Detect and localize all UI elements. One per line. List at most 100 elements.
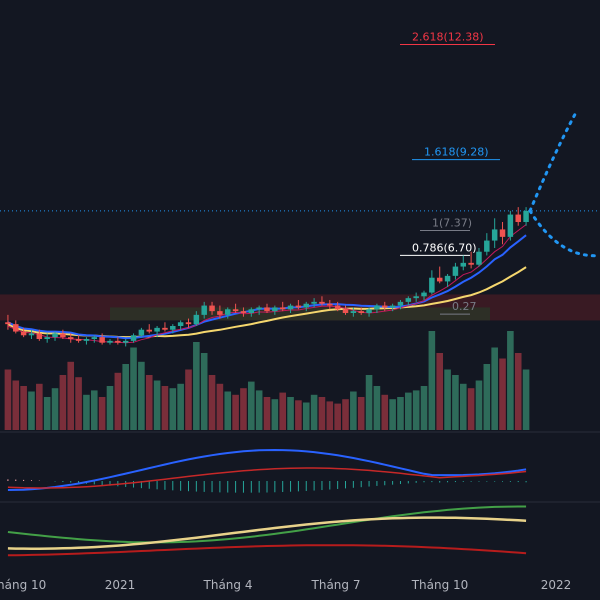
- volume-bar: [507, 331, 514, 430]
- volume-bar: [216, 383, 224, 430]
- volume-bar: [436, 353, 444, 430]
- candle-body: [374, 305, 380, 310]
- candle-body: [421, 292, 427, 297]
- volume-bar: [397, 397, 404, 430]
- volume-bar: [75, 377, 82, 430]
- candle-body: [334, 305, 341, 310]
- volume-bar: [452, 375, 459, 430]
- time-tick-label: 2021: [105, 578, 136, 592]
- volume-bar: [130, 347, 137, 430]
- volume-bar: [83, 394, 90, 430]
- candle-body: [476, 251, 482, 265]
- candle-body: [507, 214, 514, 237]
- candle-body: [20, 331, 27, 336]
- candle-body: [146, 329, 152, 332]
- volume-bar: [43, 397, 51, 430]
- volume-bar: [381, 394, 389, 430]
- volume-bar: [350, 391, 357, 430]
- fib-label-0.786: 0.786(6.70): [412, 241, 477, 254]
- candle-body: [5, 322, 11, 325]
- candle-body: [107, 340, 113, 343]
- volume-bar: [326, 401, 334, 430]
- volume-bar: [208, 375, 216, 430]
- volume-bar: [475, 380, 483, 430]
- fib-label-1.618: 1.618(9.28): [424, 146, 489, 159]
- volume-bar: [240, 388, 247, 430]
- volume-bar: [514, 353, 522, 430]
- volume-bar: [295, 400, 302, 430]
- candle-body: [515, 214, 521, 222]
- candle-body: [170, 326, 176, 330]
- rsi-pane: [7, 505, 527, 557]
- candle-body: [491, 229, 498, 241]
- volume-bar: [59, 375, 67, 430]
- candle-body: [193, 314, 200, 325]
- volume-bar: [193, 342, 200, 430]
- volume-bar: [98, 397, 106, 430]
- candle-body: [436, 277, 443, 282]
- candle-body: [327, 303, 333, 306]
- volume-bar: [114, 372, 122, 430]
- volume-bar: [357, 397, 365, 430]
- volume-bar: [12, 380, 20, 430]
- candle-body: [60, 333, 66, 338]
- candle-body: [468, 262, 474, 265]
- candle-body: [287, 305, 294, 310]
- volume-bar: [248, 381, 255, 430]
- candlesticks: [5, 207, 529, 347]
- candle-body: [240, 311, 247, 313]
- volume-bar: [161, 386, 169, 430]
- volume-bars: [4, 331, 530, 430]
- volume-bar: [499, 358, 506, 430]
- candle-body: [154, 327, 160, 332]
- volume-bar: [279, 392, 286, 430]
- rsi-yellow-line: [7, 516, 527, 550]
- volume-bar: [138, 361, 145, 430]
- candle-body: [52, 333, 58, 338]
- candle-body: [232, 309, 239, 312]
- candle-body: [389, 305, 396, 308]
- volume-bar: [428, 331, 436, 430]
- volume-bar: [420, 386, 428, 430]
- candle-body: [224, 309, 231, 315]
- candle-body: [295, 305, 302, 308]
- macd-signal-line: [7, 467, 527, 489]
- volume-bar: [255, 390, 263, 430]
- candle-body: [444, 275, 451, 282]
- candle-body: [429, 277, 435, 293]
- volume-bar: [153, 380, 161, 430]
- candle-body: [130, 335, 137, 341]
- candle-body: [499, 229, 506, 237]
- candle-body: [13, 324, 19, 332]
- volume-bar: [20, 386, 27, 430]
- candle-body: [342, 309, 349, 313]
- candle-body: [75, 339, 82, 341]
- candle-body: [303, 303, 310, 308]
- volume-bar: [389, 399, 396, 430]
- candle-body: [67, 337, 74, 339]
- candle-body: [256, 307, 262, 310]
- time-tick-label: Tháng 10: [411, 578, 469, 592]
- volume-bar: [28, 391, 35, 430]
- candle-body: [217, 311, 223, 315]
- projection-down: [528, 209, 600, 258]
- candle-body: [99, 337, 105, 343]
- volume-bar: [287, 397, 294, 430]
- candle-body: [413, 296, 419, 299]
- volume-bar: [185, 369, 192, 430]
- candle-body: [201, 305, 207, 315]
- candle-body: [272, 307, 278, 312]
- candle-body: [248, 309, 255, 313]
- candle-body: [83, 339, 90, 341]
- volume-bar: [145, 375, 153, 430]
- volume-bar: [444, 369, 451, 430]
- candle-body: [523, 210, 529, 222]
- candle-body: [366, 309, 372, 313]
- time-tick-label: Tháng 4: [203, 578, 253, 592]
- candle-body: [177, 322, 184, 326]
- volume-bar: [365, 375, 373, 430]
- macd-line: [7, 448, 527, 491]
- volume-bar: [491, 347, 498, 430]
- candle-body: [350, 311, 357, 313]
